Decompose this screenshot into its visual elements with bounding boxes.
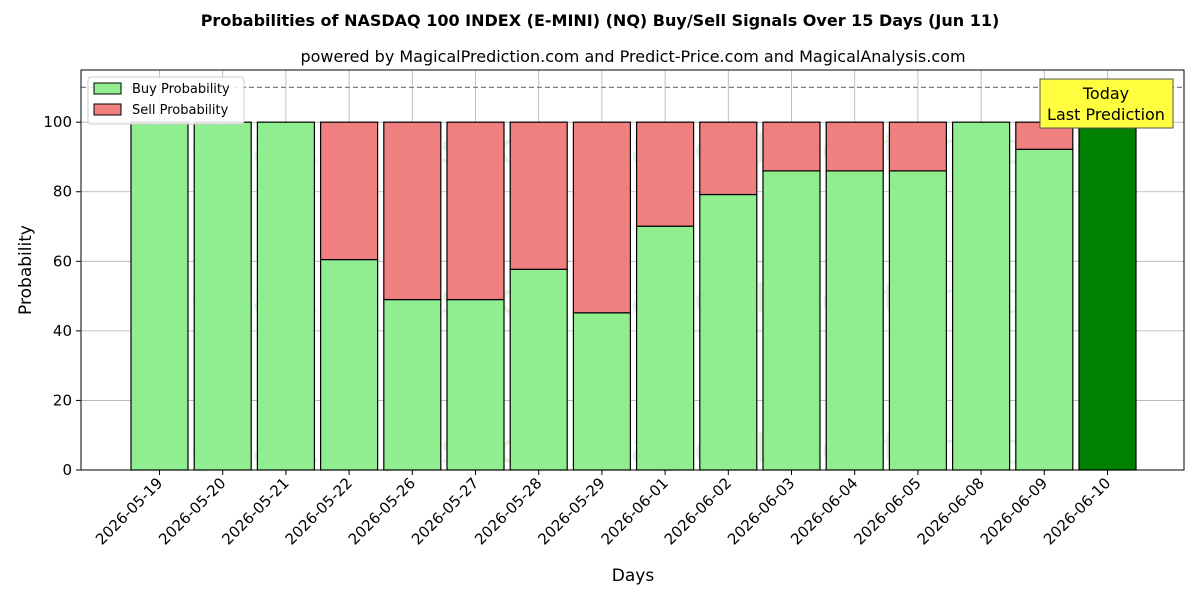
sell-bar [572, 121, 632, 314]
x-tick-label: 2026-05-26 [345, 474, 419, 548]
sell-bar [635, 121, 695, 227]
buy-bar [951, 121, 1011, 471]
sell-bar [509, 121, 568, 270]
sell-bar [888, 121, 948, 172]
sell-bar [320, 121, 379, 261]
buy-bar [572, 312, 632, 471]
y-tick-label: 20 [53, 391, 72, 409]
x-tick-label: 2026-06-10 [1040, 474, 1114, 548]
x-axis-label: Days [612, 566, 655, 586]
sell-bar [762, 121, 821, 172]
sell-bar [446, 121, 505, 301]
legend-label: Sell Probability [132, 103, 229, 118]
x-tick-label: 2026-06-09 [977, 474, 1051, 548]
annotation-text: Today [1082, 84, 1129, 103]
x-tick-label: 2026-05-19 [92, 474, 166, 548]
x-tick-label: 2026-05-20 [155, 474, 229, 548]
annotation-text: Last Prediction [1047, 105, 1165, 124]
legend-label: Buy Probability [132, 82, 230, 97]
buy-bar [383, 298, 442, 471]
y-tick-label: 60 [53, 252, 72, 270]
x-tick-label: 2026-05-22 [282, 474, 356, 548]
chart-subtitle: powered by MagicalPrediction.com and Pre… [300, 47, 965, 66]
x-tick-label: 2026-06-04 [787, 474, 861, 548]
buy-bar [762, 170, 821, 471]
y-tick-label: 80 [53, 183, 72, 201]
sell-bar [825, 121, 884, 172]
x-tick-label: 2026-05-27 [408, 474, 482, 548]
y-tick-label: 100 [43, 113, 72, 131]
legend: Buy Probability Sell Probability [87, 76, 245, 125]
today-annotation: Today Last Prediction [1039, 78, 1174, 129]
legend-box [87, 76, 245, 125]
legend-swatch [93, 82, 122, 95]
buy-bar [1078, 121, 1137, 471]
y-tick-label: 0 [62, 461, 72, 479]
buy-bar [1015, 148, 1074, 471]
buy-bar [193, 121, 252, 471]
buy-bar [256, 121, 315, 471]
x-tick-label: 2026-06-08 [914, 474, 988, 548]
legend-swatch [93, 103, 122, 116]
x-tick-label: 2026-06-01 [598, 474, 672, 548]
x-tick-label: 2026-05-28 [471, 474, 545, 548]
buy-bar [699, 193, 758, 471]
x-tick-label: 2026-06-02 [661, 474, 735, 548]
sell-bar [699, 121, 758, 196]
annotation-box [1039, 78, 1174, 129]
buy-bar [635, 225, 695, 471]
chart-title: Probabilities of NASDAQ 100 INDEX (E-MIN… [201, 11, 1000, 30]
x-tick-label: 2026-05-29 [534, 474, 608, 548]
buy-bar [509, 268, 568, 471]
sell-bar [383, 121, 442, 301]
x-tick-label: 2026-06-05 [850, 474, 924, 548]
buy-bar [446, 298, 505, 471]
plot-frame [80, 69, 1185, 471]
buy-bar [130, 121, 189, 471]
y-tick-label: 40 [53, 322, 72, 340]
buy-bar [320, 258, 379, 471]
y-axis-label: Probability [16, 225, 36, 315]
x-tick-label: 2026-06-03 [724, 474, 798, 548]
buy-bar [888, 170, 948, 471]
plot-area: MagicalAnalysis.comMagicalPrediction.com… [43, 69, 1185, 548]
x-tick-label: 2026-05-21 [218, 474, 292, 548]
buy-bar [825, 170, 884, 471]
